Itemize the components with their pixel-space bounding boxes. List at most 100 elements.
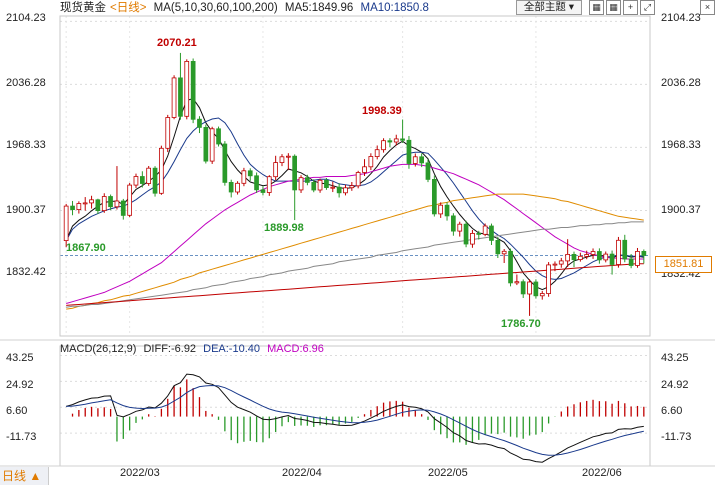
candle-up — [76, 203, 82, 210]
candle-up — [343, 187, 348, 194]
candle-up — [158, 147, 164, 194]
candle-up — [514, 281, 520, 284]
ma5-value: MA5:1849.96 — [284, 2, 354, 14]
chart-frame — [0, 15, 715, 467]
candle-up — [101, 196, 107, 212]
candle-down — [609, 253, 615, 265]
high-annotation: 2070.21 — [157, 37, 197, 49]
candle-down — [304, 177, 310, 183]
macd-value: MACD:6.96 — [267, 343, 324, 355]
candle-up — [558, 260, 564, 265]
candle-up — [482, 225, 488, 235]
macd-diff-line — [66, 373, 644, 463]
candle-up — [546, 264, 551, 294]
price-tick-left: 1968.33 — [6, 139, 46, 151]
candle-down — [260, 189, 266, 193]
macd-tick-right: -11.73 — [661, 431, 692, 443]
macd-params[interactable]: MACD(26,12,9) — [60, 343, 137, 355]
chart-header: 现货黄金 <日线> MA(5,10,30,60,100,200) MA5:1849… — [60, 0, 433, 16]
ma60-line — [66, 193, 644, 310]
candle-up — [355, 172, 361, 187]
fullscreen-icon[interactable]: ⤢ — [640, 0, 655, 15]
close-icon[interactable]: × — [700, 0, 715, 15]
candle-up — [349, 185, 355, 189]
candle-up — [584, 254, 590, 257]
candle-up — [63, 205, 69, 242]
candle-up — [146, 167, 151, 184]
candle-down — [152, 167, 158, 194]
macd-grid — [60, 355, 650, 434]
candle-up — [565, 253, 571, 262]
candle-down — [108, 196, 113, 208]
macd-tick-left: 24.92 — [6, 379, 34, 391]
candle-down — [292, 155, 298, 191]
candle-down — [336, 186, 342, 194]
grid-icon[interactable]: ▦ — [606, 0, 621, 15]
candle-up — [393, 138, 399, 143]
candle-down — [444, 204, 450, 217]
price-tick-left: 1900.37 — [6, 204, 46, 216]
candle-down — [400, 138, 405, 141]
last-price-label: 1851.81 — [655, 256, 712, 273]
candle-up — [133, 176, 139, 186]
candle-up — [279, 156, 285, 164]
candle-down — [628, 258, 634, 266]
candle-up — [412, 156, 418, 164]
price-tick-left: 2104.23 — [6, 12, 46, 24]
candle-down — [622, 239, 628, 260]
second-high-annotation: 1998.39 — [362, 105, 402, 117]
candle-down — [597, 251, 602, 261]
candle-down — [254, 175, 259, 191]
candle-up — [266, 176, 272, 193]
ma100-line — [66, 221, 644, 308]
candle-up — [470, 232, 475, 245]
candle-up — [362, 166, 367, 173]
price-tick-right: 1900.37 — [661, 204, 701, 216]
candle-down — [387, 140, 393, 143]
candle-down — [197, 118, 202, 128]
candle-down — [571, 253, 577, 261]
candle-down — [450, 215, 456, 232]
candle-down — [431, 178, 437, 215]
price-tick-right: 2104.23 — [661, 12, 701, 24]
candle-up — [527, 281, 532, 295]
macd-dea-value: DEA:-10.40 — [203, 343, 260, 355]
candle-down — [247, 170, 253, 177]
candle-up — [552, 263, 558, 266]
ma-settings-label[interactable]: MA(5,10,30,60,100,200) — [153, 2, 278, 14]
ma30-line — [66, 163, 644, 304]
price-grid — [60, 16, 650, 336]
price-tick-right: 2036.28 — [661, 77, 701, 89]
theme-select-label: 全部主题 — [523, 1, 566, 13]
candle-down — [70, 205, 75, 211]
moving-average-lines — [65, 98, 644, 310]
candle-down — [520, 281, 526, 295]
candle-up — [127, 184, 132, 216]
macd-header: MACD(26,12,9) DIFF:-6.92 DEA:-10.40 MACD… — [60, 342, 328, 356]
period-label[interactable]: <日线> — [110, 2, 147, 14]
candle-down — [228, 181, 234, 193]
grid-icon[interactable]: ▦ — [589, 0, 604, 15]
candle-up — [165, 117, 171, 149]
candle-down — [406, 139, 412, 164]
candle-up — [330, 186, 336, 189]
candle-up — [578, 255, 583, 260]
macd-tick-left: 43.25 — [6, 352, 34, 364]
candle-up — [539, 293, 545, 297]
symbol-title: 现货黄金 — [60, 2, 106, 14]
price-tick-left: 1832.42 — [6, 266, 46, 278]
candle-up — [603, 253, 609, 261]
candle-up — [381, 140, 386, 151]
candle-down — [476, 232, 482, 235]
candle-down — [463, 223, 469, 245]
candle-up — [501, 250, 507, 255]
period-selector-button[interactable]: 日线 ▲ — [0, 467, 49, 485]
candle-down — [508, 250, 513, 284]
candle-up — [368, 156, 374, 168]
price-pane-border — [59, 15, 651, 337]
crosshair-icon[interactable]: + — [623, 0, 638, 15]
theme-select-button[interactable]: 全部主题 ▾ — [516, 0, 582, 15]
macd-histogram — [71, 379, 645, 445]
macd-tick-left: -11.73 — [6, 431, 37, 443]
